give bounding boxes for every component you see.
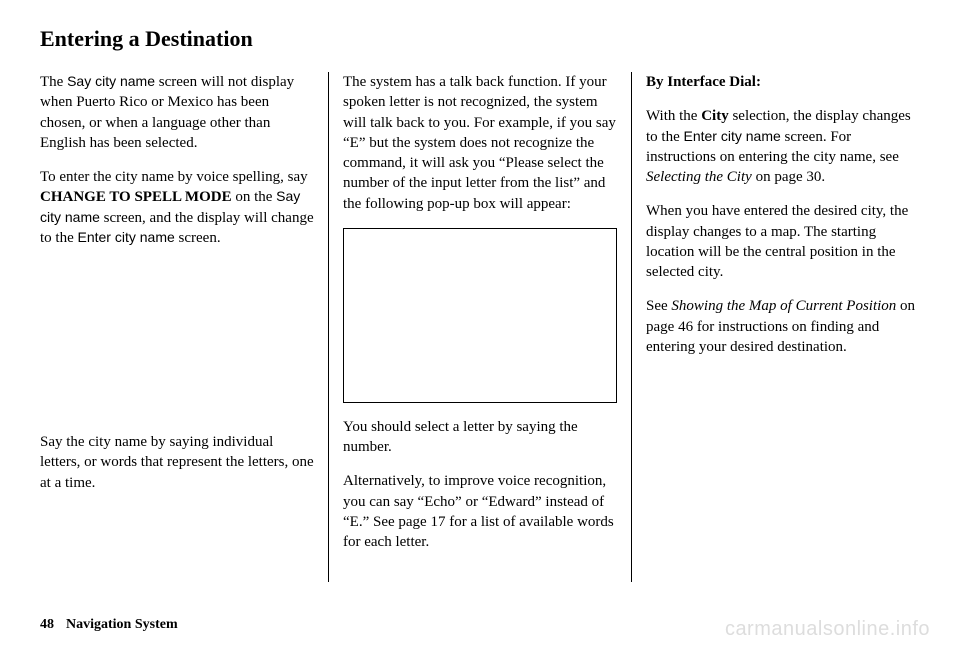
col3-para2: When you have entered the desired city, …	[646, 201, 920, 282]
column-2: The system has a talk back function. If …	[329, 72, 631, 582]
col1-para2: To enter the city name by voice spelling…	[40, 167, 314, 248]
ui-label-enter-city-name: Enter city name	[78, 229, 175, 245]
section-name: Navigation System	[66, 617, 178, 632]
page-footer: 48 Navigation System	[40, 617, 178, 633]
spacer	[40, 262, 314, 432]
text: on the	[232, 189, 277, 205]
col2-para2: You should select a letter by saying the…	[343, 417, 617, 458]
page-number: 48	[40, 617, 54, 632]
col2-para3: Alternatively, to improve voice recognit…	[343, 471, 617, 552]
heading-by-interface-dial: By Interface Dial:	[646, 72, 920, 92]
col2-para1: The system has a talk back function. If …	[343, 72, 617, 214]
selection-city: City	[701, 108, 729, 124]
ui-label-enter-city-name: Enter city name	[684, 128, 781, 144]
content-columns: The Say city name screen will not displa…	[40, 72, 920, 582]
col1-para1: The Say city name screen will not displa…	[40, 72, 314, 153]
ref-showing-map-current-position: Showing the Map of Current Position	[671, 298, 896, 314]
text: The	[40, 74, 67, 90]
col3-para1: With the City selection, the display cha…	[646, 106, 920, 187]
text: See	[646, 298, 671, 314]
col3-para3: See Showing the Map of Current Position …	[646, 296, 920, 357]
text: To enter the city name by voice spelling…	[40, 169, 308, 185]
watermark: carmanualsonline.info	[725, 618, 930, 641]
text: With the	[646, 108, 701, 124]
popup-box-placeholder	[343, 228, 617, 403]
col1-para3: Say the city name by saying individual l…	[40, 432, 314, 493]
column-1: The Say city name screen will not displa…	[40, 72, 328, 582]
ui-label-say-city-name: Say city name	[67, 73, 155, 89]
page-title: Entering a Destination	[40, 26, 920, 52]
command-change-to-spell-mode: CHANGE TO SPELL MODE	[40, 189, 232, 205]
text: screen.	[175, 230, 221, 246]
column-3: By Interface Dial: With the City selecti…	[632, 72, 920, 582]
ref-selecting-the-city: Selecting the City	[646, 169, 752, 185]
text: on page 30.	[752, 169, 825, 185]
